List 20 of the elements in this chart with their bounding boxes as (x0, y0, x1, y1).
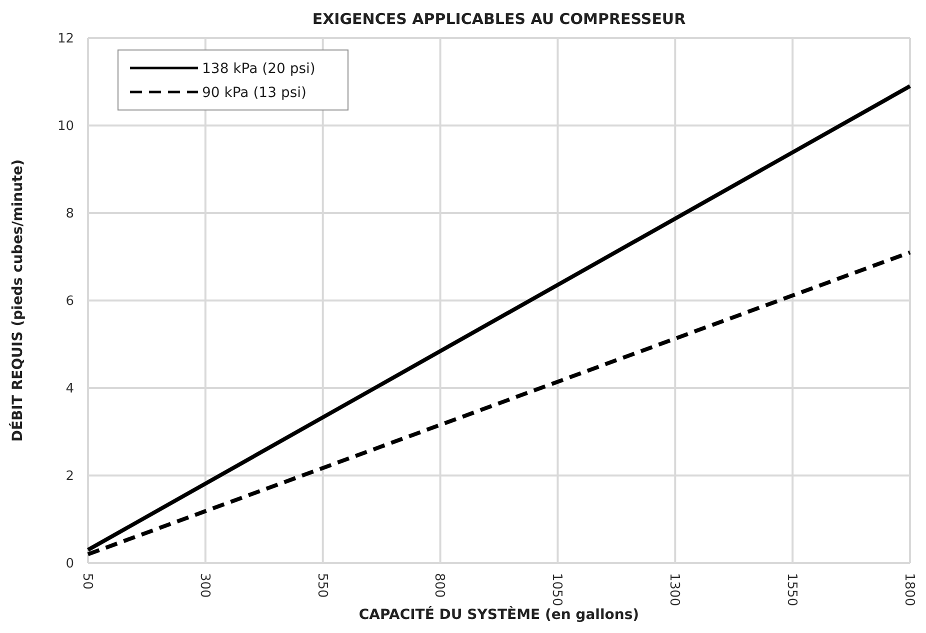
x-tick-label: 1800 (901, 573, 916, 606)
y-tick-label: 10 (57, 119, 74, 134)
y-tick-label: 8 (66, 206, 74, 222)
x-tick-label: 300 (196, 573, 212, 598)
y-tick-label: 4 (66, 382, 74, 397)
y-axis-title: DÉBIT REQUIS (pieds cubes/minute) (9, 159, 26, 442)
x-axis-title: CAPACITÉ DU SYSTÈME (en gallons) (358, 606, 640, 623)
y-tick-label: 2 (66, 469, 74, 484)
legend-label: 138 kPa (20 psi) (202, 60, 316, 77)
y-tick-label: 6 (66, 294, 74, 310)
y-tick-label: 12 (57, 32, 74, 47)
x-tick-label: 800 (432, 573, 447, 598)
x-tick-label: 1550 (784, 573, 800, 606)
x-tick-label: 1300 (666, 573, 682, 606)
x-tick-label: 50 (79, 573, 94, 590)
legend-label: 90 kPa (13 psi) (202, 84, 306, 101)
x-tick-label: 1050 (549, 573, 564, 606)
y-tick-label: 0 (66, 556, 74, 572)
chart-title: EXIGENCES APPLICABLES AU COMPRESSEUR (312, 10, 686, 28)
x-tick-label: 550 (314, 573, 330, 598)
